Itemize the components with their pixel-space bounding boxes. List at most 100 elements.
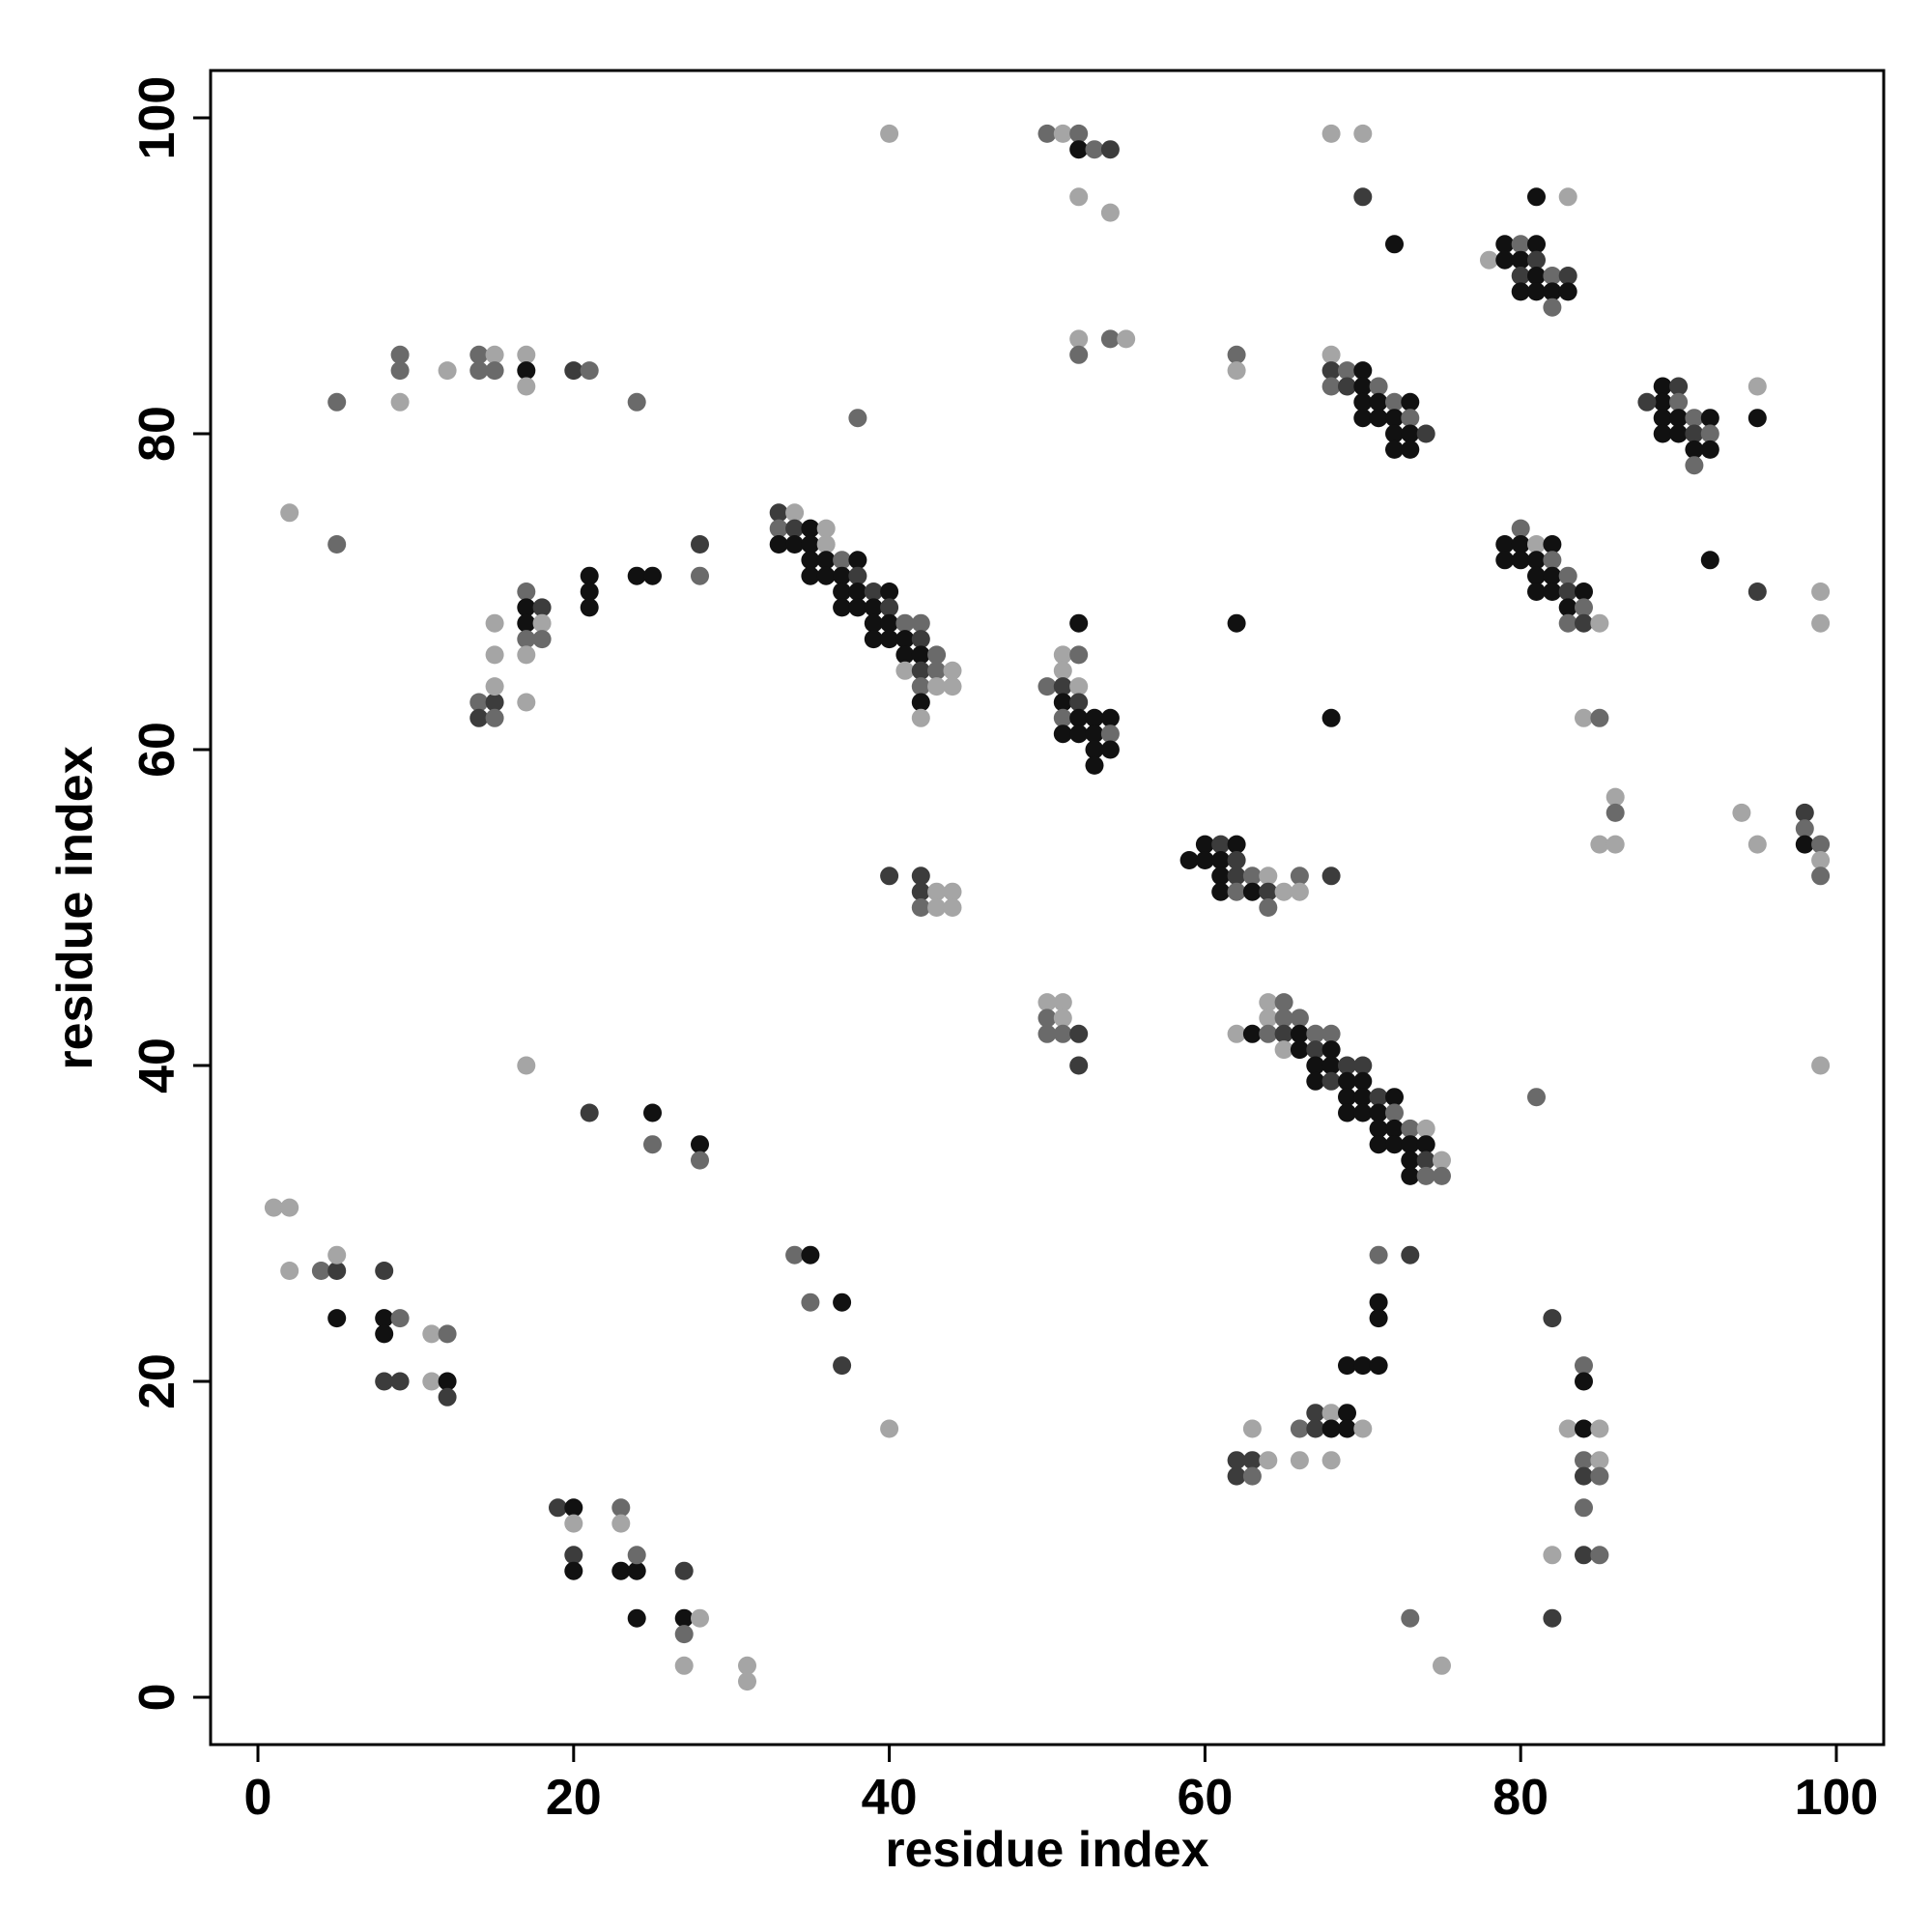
data-point — [1321, 1056, 1341, 1075]
data-point — [1353, 1088, 1373, 1107]
data-point — [1401, 409, 1420, 428]
data-point — [1385, 1135, 1404, 1154]
data-point — [1211, 867, 1231, 886]
data-point — [1053, 645, 1072, 665]
data-point — [264, 1198, 283, 1217]
data-point — [927, 882, 947, 901]
data-point — [1558, 187, 1577, 207]
data-point — [1053, 1024, 1072, 1043]
data-point — [1353, 124, 1373, 143]
data-point — [1369, 1245, 1388, 1264]
data-point — [1590, 613, 1609, 633]
data-point — [1306, 1056, 1325, 1075]
data-point — [1338, 1103, 1356, 1122]
data-point — [1069, 724, 1089, 744]
data-point — [438, 1372, 457, 1391]
data-point — [1700, 551, 1719, 570]
data-point — [1590, 1451, 1609, 1470]
data-point — [1242, 1451, 1262, 1470]
data-point — [1338, 1056, 1356, 1075]
data-point — [1306, 1404, 1325, 1423]
data-point — [485, 677, 504, 696]
data-point — [1321, 345, 1341, 364]
data-point — [911, 867, 930, 886]
data-point — [580, 598, 599, 617]
data-point — [1527, 1088, 1546, 1107]
data-point — [833, 582, 852, 601]
data-point — [833, 1356, 852, 1376]
data-point — [674, 1561, 694, 1580]
data-point — [485, 613, 504, 633]
data-point — [280, 1262, 299, 1280]
data-point — [1353, 392, 1373, 412]
x-tick-label: 40 — [862, 1770, 918, 1826]
data-point — [280, 503, 299, 523]
data-point — [1401, 392, 1420, 412]
data-point — [1433, 1151, 1451, 1170]
data-point — [1590, 835, 1609, 854]
data-point — [1747, 582, 1767, 601]
data-point — [580, 566, 599, 585]
data-point — [1543, 298, 1562, 317]
data-point — [911, 898, 930, 917]
data-point — [1338, 1404, 1356, 1423]
data-point — [1669, 424, 1689, 443]
data-point — [943, 898, 962, 917]
data-point — [1401, 1166, 1420, 1185]
data-point — [1100, 724, 1120, 744]
data-point — [1747, 409, 1767, 428]
data-point — [1053, 661, 1072, 680]
y-tick-label: 0 — [129, 1683, 185, 1711]
data-point — [864, 630, 883, 649]
y-axis-title: residue index — [47, 746, 103, 1069]
data-point — [1321, 708, 1341, 727]
data-point — [564, 1514, 583, 1533]
data-point — [1811, 582, 1831, 601]
data-point — [1385, 409, 1404, 428]
data-point — [327, 1245, 347, 1264]
y-axis: 0 20 40 60 80 100 — [129, 76, 211, 1711]
data-point — [1811, 867, 1831, 886]
data-point — [1069, 1024, 1089, 1043]
data-point — [927, 898, 947, 917]
data-point — [1511, 535, 1530, 554]
data-point — [280, 1198, 299, 1217]
data-point — [1543, 1309, 1562, 1328]
data-point — [1575, 1419, 1593, 1438]
y-tick-label: 100 — [129, 76, 185, 160]
data-point — [801, 519, 820, 538]
data-point — [1242, 1024, 1262, 1043]
data-point — [1433, 1656, 1451, 1675]
data-point — [1353, 409, 1373, 428]
data-point — [1195, 851, 1214, 869]
data-point — [1338, 1071, 1356, 1091]
data-point — [1401, 1151, 1420, 1170]
data-point — [549, 1498, 567, 1518]
data-point — [1179, 851, 1199, 869]
data-point — [1653, 377, 1672, 396]
data-point — [1242, 882, 1262, 901]
data-point — [422, 1324, 441, 1344]
data-point — [785, 503, 805, 523]
data-point — [785, 519, 805, 538]
data-point — [580, 582, 599, 601]
x-axis: 0 20 40 60 80 100 — [244, 1745, 1878, 1826]
data-point — [1495, 250, 1515, 270]
data-point — [1369, 1119, 1388, 1138]
data-point — [1321, 1071, 1341, 1091]
data-point — [816, 566, 836, 585]
data-point — [1369, 1103, 1388, 1122]
data-point — [1811, 1056, 1831, 1075]
data-point — [927, 677, 947, 696]
data-point — [1575, 1498, 1593, 1518]
data-point — [1511, 250, 1530, 270]
data-point — [911, 630, 930, 649]
data-point — [1527, 250, 1546, 270]
data-point — [674, 1625, 694, 1644]
data-point — [564, 1498, 583, 1518]
data-point — [1085, 724, 1104, 744]
data-point — [1274, 882, 1293, 901]
data-point — [691, 1135, 709, 1154]
data-point — [1575, 1451, 1593, 1470]
data-point — [1527, 535, 1546, 554]
